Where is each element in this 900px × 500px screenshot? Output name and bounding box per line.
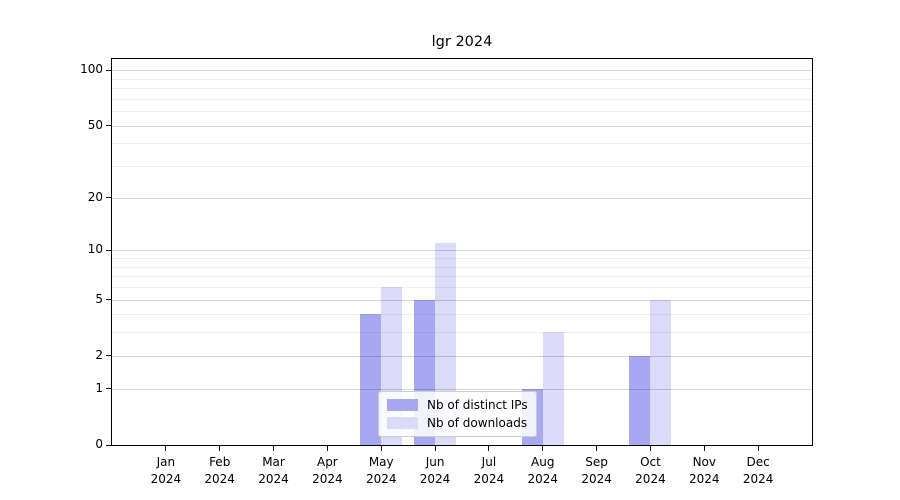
x-axis-tick xyxy=(649,445,651,451)
y-tick-label: 100 xyxy=(80,62,103,77)
legend: Nb of distinct IPs Nb of downloads xyxy=(378,391,537,437)
x-tick-label: Oct 2024 xyxy=(635,455,666,486)
bar-distinct-ips xyxy=(360,314,382,445)
bar-downloads xyxy=(650,299,672,445)
y-axis-tick xyxy=(106,197,112,199)
y-tick-label: 0 xyxy=(95,437,103,451)
y-axis-tick xyxy=(106,355,112,357)
legend-label: Nb of downloads xyxy=(427,416,528,430)
y-axis-tick xyxy=(106,444,112,446)
gridline-minor xyxy=(112,332,812,334)
gridline-major xyxy=(112,250,812,252)
bar-distinct-ips xyxy=(629,355,651,445)
x-axis-tick xyxy=(326,445,328,451)
gridline-minor xyxy=(112,143,812,145)
x-tick-label: Jan 2024 xyxy=(150,455,182,486)
x-axis-tick xyxy=(219,445,221,451)
legend-label: Nb of distinct IPs xyxy=(427,398,528,412)
y-tick-label: 2 xyxy=(95,347,103,362)
gridline-major xyxy=(112,70,812,72)
gridline-minor xyxy=(112,166,812,168)
x-tick-label: Aug 2024 xyxy=(527,455,559,486)
bar-downloads xyxy=(542,332,564,445)
gridline-minor xyxy=(112,286,812,288)
gridline-minor xyxy=(112,88,812,90)
legend-swatch xyxy=(387,399,418,411)
x-tick-label: Feb 2024 xyxy=(204,455,235,486)
y-axis-tick xyxy=(106,249,112,251)
y-tick-label: 50 xyxy=(87,117,103,132)
x-tick-label: Apr 2024 xyxy=(312,455,343,486)
x-tick-label: Mar 2024 xyxy=(258,455,289,486)
legend-swatch xyxy=(387,417,418,429)
gridline-minor xyxy=(112,314,812,316)
x-tick-label: Jul 2024 xyxy=(473,455,505,486)
legend-row: Nb of downloads xyxy=(387,416,528,430)
x-tick-label: May 2024 xyxy=(365,455,397,486)
y-tick-label: 10 xyxy=(87,242,103,257)
legend-row: Nb of distinct IPs xyxy=(387,398,528,412)
x-tick-label: Dec 2024 xyxy=(742,455,774,486)
gridline-major xyxy=(112,388,812,390)
x-axis-tick xyxy=(488,445,490,451)
gridline-minor xyxy=(112,258,812,260)
y-axis-tick xyxy=(106,299,112,300)
chart-title: lgr 2024 xyxy=(431,34,493,50)
gridline-major xyxy=(112,197,812,199)
x-axis-tick xyxy=(757,445,759,451)
x-tick-label: Sep 2024 xyxy=(581,455,612,486)
y-axis-tick xyxy=(106,69,112,71)
x-axis-tick xyxy=(380,445,382,451)
y-tick-label: 1 xyxy=(95,380,103,395)
y-tick-label: 20 xyxy=(87,189,103,204)
x-tick-label: Jun 2024 xyxy=(419,455,451,486)
x-axis-tick xyxy=(434,445,436,451)
gridline-major xyxy=(112,355,812,357)
x-axis-tick xyxy=(165,445,167,451)
y-axis-tick xyxy=(106,125,112,127)
x-axis-tick xyxy=(273,445,275,451)
gridline-major xyxy=(112,299,812,301)
gridline-minor xyxy=(112,111,812,113)
x-axis-tick xyxy=(542,445,544,451)
gridline-minor xyxy=(112,266,812,268)
x-axis-tick xyxy=(703,445,705,451)
gridline-minor xyxy=(112,98,812,100)
gridline-minor xyxy=(112,276,812,278)
y-axis-tick xyxy=(106,388,112,390)
x-tick-label: Nov 2024 xyxy=(689,455,720,486)
gridline-minor xyxy=(112,78,812,80)
gridline-major xyxy=(112,125,812,127)
x-axis-tick xyxy=(596,445,598,451)
y-tick-label: 5 xyxy=(95,291,103,306)
